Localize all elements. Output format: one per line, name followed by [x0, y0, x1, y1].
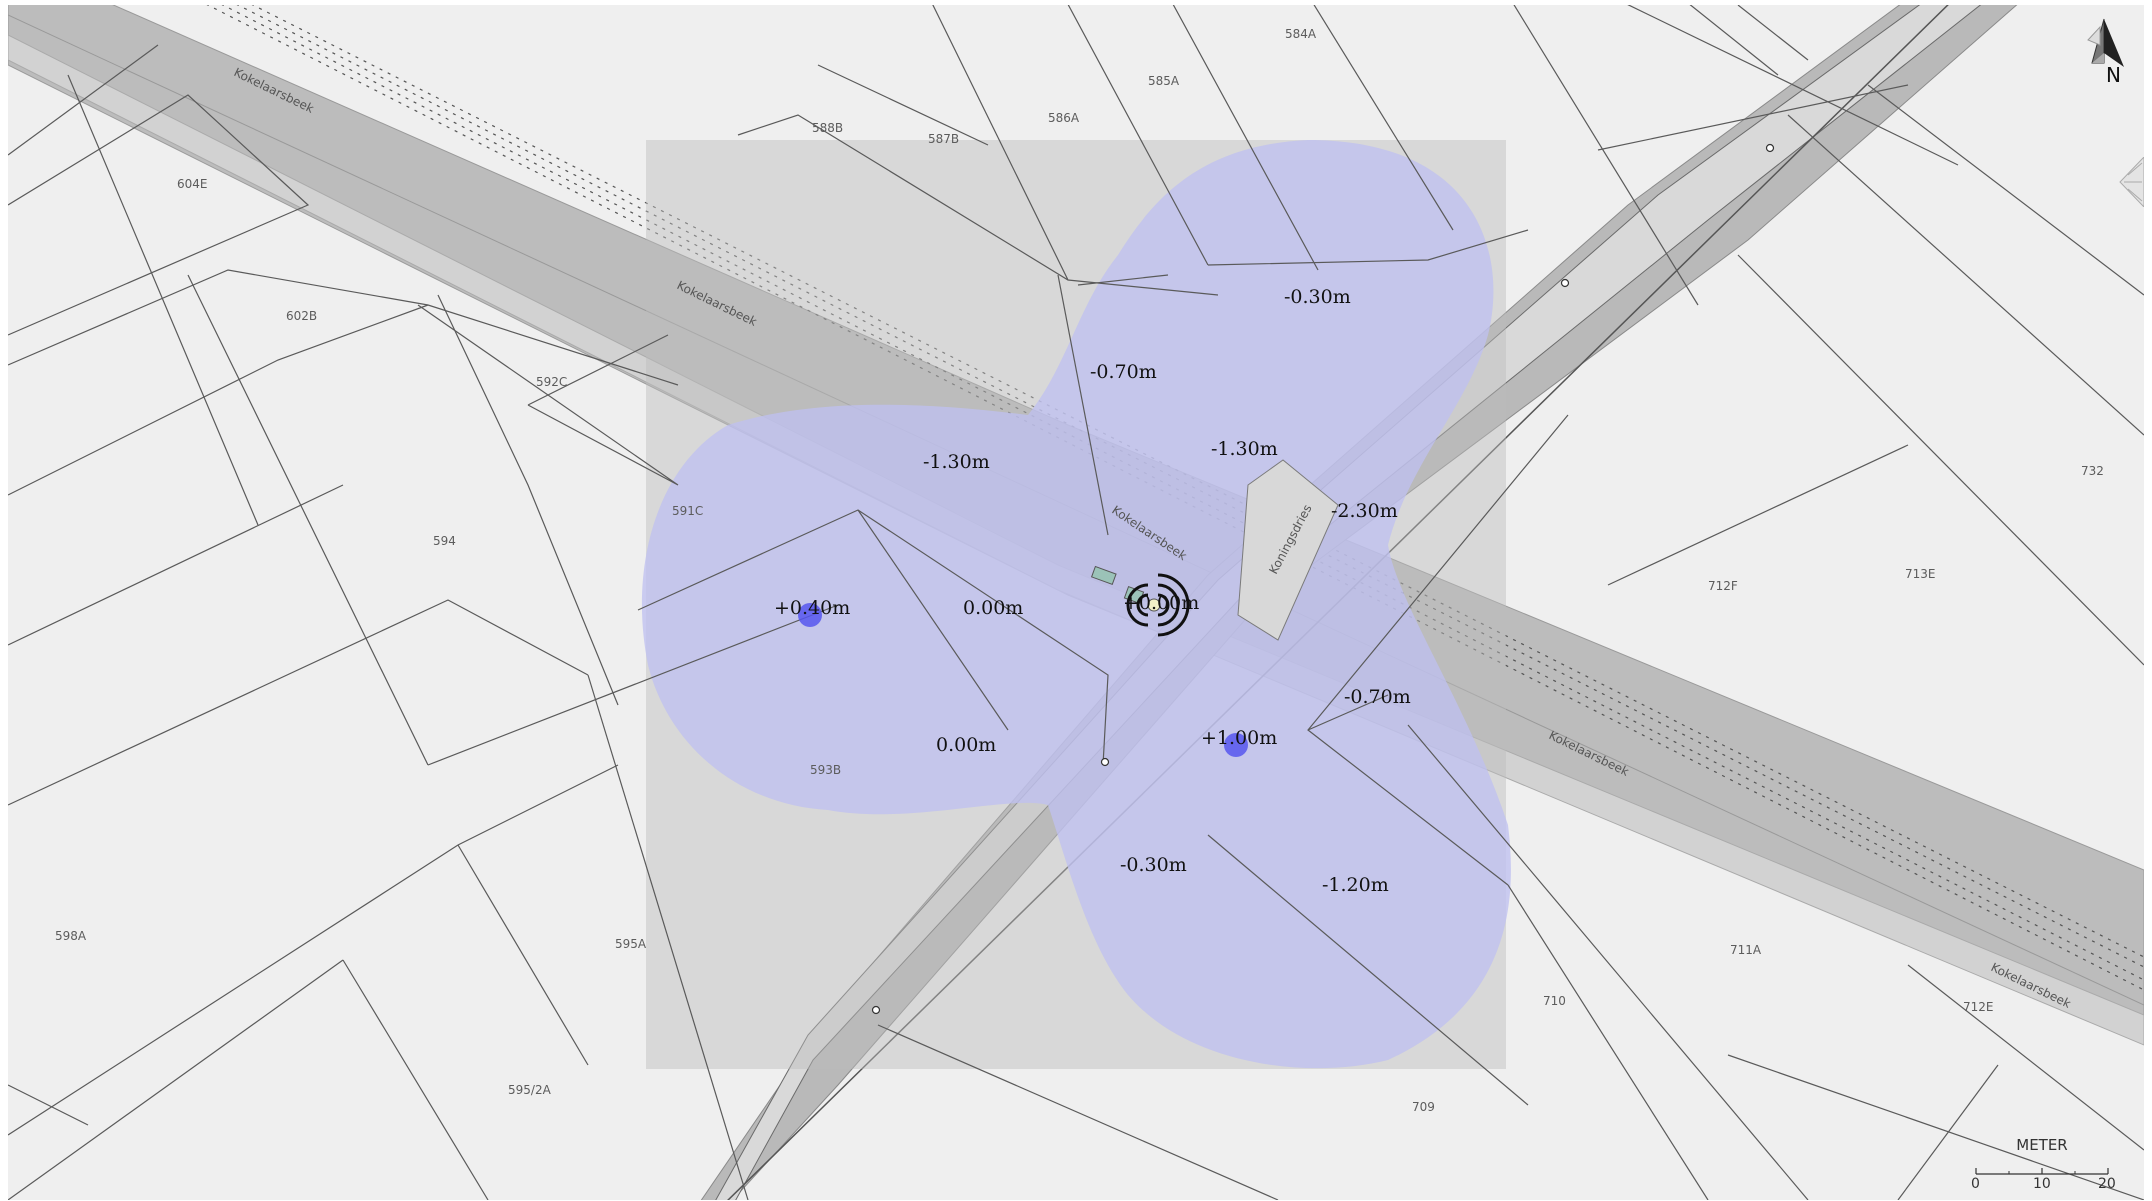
depth-label: +0.40m [774, 597, 850, 619]
parcel-label: 595A [615, 937, 647, 951]
parcel-label: 604E [177, 177, 208, 191]
parcel-label: 595/2A [508, 1083, 552, 1097]
parcel-label: 712E [1963, 1000, 1994, 1014]
scale-tick-label: 10 [2033, 1176, 2051, 1192]
depth-label: -1.30m [923, 451, 990, 473]
road-post [1765, 143, 1775, 153]
scale-bar-ruler [1975, 1168, 2109, 1175]
parcel-label: 586A [1048, 111, 1080, 125]
depth-label: 0.00m [936, 734, 996, 756]
parcel-label: 584A [1285, 27, 1317, 41]
collapse-panel-icon[interactable] [2118, 157, 2144, 207]
scale-tick-label: 20 [2098, 1176, 2116, 1192]
road-post [1560, 278, 1570, 288]
scale-bar-title: METER [2016, 1136, 2068, 1154]
parcel-label: 710 [1543, 994, 1566, 1008]
map-canvas[interactable]: 584A 585A 586A 587B 588B 604E 602B 592C … [8, 5, 2144, 1200]
parcel-label: 592C [536, 375, 567, 389]
parcel-label: 712F [1708, 579, 1738, 593]
road-post [871, 1005, 881, 1015]
scale-tick-label: 0 [1971, 1176, 1980, 1192]
depth-label: -0.70m [1344, 686, 1411, 708]
parcel-label: 591C [672, 504, 703, 518]
depth-label: -1.20m [1322, 874, 1389, 896]
parcel-label: 602B [286, 309, 317, 323]
depth-label: +1.00m [1201, 727, 1277, 749]
scale-bar: METER 0 10 20 [1962, 1136, 2122, 1194]
depth-label: -1.30m [1211, 438, 1278, 460]
map-view[interactable]: 584A 585A 586A 587B 588B 604E 602B 592C … [8, 5, 2144, 1200]
observation-marker[interactable] [798, 603, 822, 627]
parcel-label: 588B [812, 121, 843, 135]
sensor-signal-icon [1126, 573, 1190, 637]
parcel-label: 585A [1148, 74, 1180, 88]
parcel-label: 593B [810, 763, 841, 777]
parcel-label: 711A [1730, 943, 1762, 957]
depth-label: -0.70m [1090, 361, 1157, 383]
north-label: N [2106, 63, 2121, 87]
parcel-label: 594 [433, 534, 456, 548]
culvert-object [1090, 565, 1117, 586]
depth-label: -0.30m [1120, 854, 1187, 876]
parcel-label: 587B [928, 132, 959, 146]
parcel-boundaries [8, 5, 2144, 1200]
depth-label: -2.30m [1331, 500, 1398, 522]
parcel-label: 732 [2081, 464, 2104, 478]
parcel-label: 709 [1412, 1100, 1435, 1114]
observation-marker[interactable] [1224, 733, 1248, 757]
flood-overlay [641, 140, 1511, 1069]
parcel-label: 598A [55, 929, 87, 943]
depth-label: -0.30m [1284, 286, 1351, 308]
parcel-label: 713E [1905, 567, 1936, 581]
depth-label: 0.00m [963, 597, 1023, 619]
sensor-point[interactable] [1147, 598, 1161, 612]
north-arrow-icon [2087, 18, 2124, 67]
depth-label: +0.00m [1123, 592, 1199, 614]
pedestrian-crossing [1237, 459, 1339, 641]
road-post [1100, 757, 1110, 767]
